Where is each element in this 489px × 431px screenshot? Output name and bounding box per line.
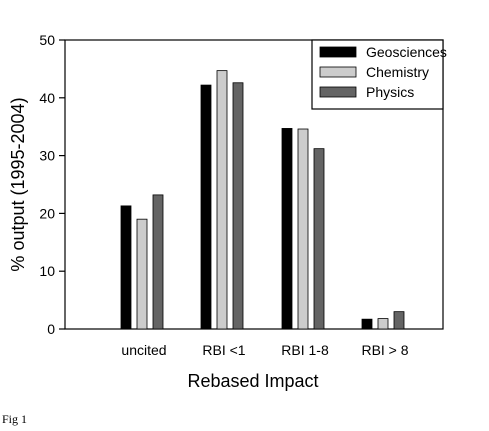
legend-label: Chemistry	[366, 64, 429, 80]
legend-swatch	[319, 86, 357, 98]
x-axis-title: Rebased Impact	[187, 371, 318, 391]
bar	[216, 70, 228, 330]
y-tick-label: 10	[39, 263, 55, 279]
x-tick-label: RBI 1-8	[281, 342, 329, 358]
x-tick-label: RBI <1	[202, 342, 245, 358]
bar	[120, 205, 132, 330]
y-tick-label: 50	[39, 32, 55, 48]
bars-group	[120, 70, 405, 330]
y-tick-label: 30	[39, 148, 55, 164]
figure-caption: Fig 1	[2, 412, 28, 426]
bar	[232, 82, 244, 330]
legend: Geosciences Chemistry Physics	[311, 39, 447, 110]
x-tick-label: uncited	[121, 342, 166, 358]
y-axis-title: % output (1995-2004)	[8, 97, 28, 271]
legend-label: Physics	[366, 84, 414, 100]
y-tick-label: 40	[39, 90, 55, 106]
bar	[136, 218, 148, 330]
bar	[393, 311, 405, 330]
y-tick-label: 20	[39, 205, 55, 221]
plot-frame	[64, 39, 444, 330]
plot-area	[64, 39, 444, 330]
bar	[361, 318, 373, 330]
bar	[313, 148, 325, 330]
x-tick-label: RBI > 8	[361, 342, 408, 358]
legend-label: Geosciences	[366, 44, 447, 60]
y-axis-ticks: 0 10 20 30 40 50	[39, 32, 65, 337]
legend-swatch	[319, 46, 357, 58]
bar	[281, 128, 293, 330]
x-axis-ticks: uncited RBI <1 RBI 1-8 RBI > 8	[121, 342, 408, 358]
bar	[200, 84, 212, 330]
bar	[377, 318, 389, 330]
bar	[297, 128, 309, 330]
y-tick-label: 0	[47, 321, 55, 337]
bar	[152, 194, 164, 330]
legend-swatch	[319, 66, 357, 78]
